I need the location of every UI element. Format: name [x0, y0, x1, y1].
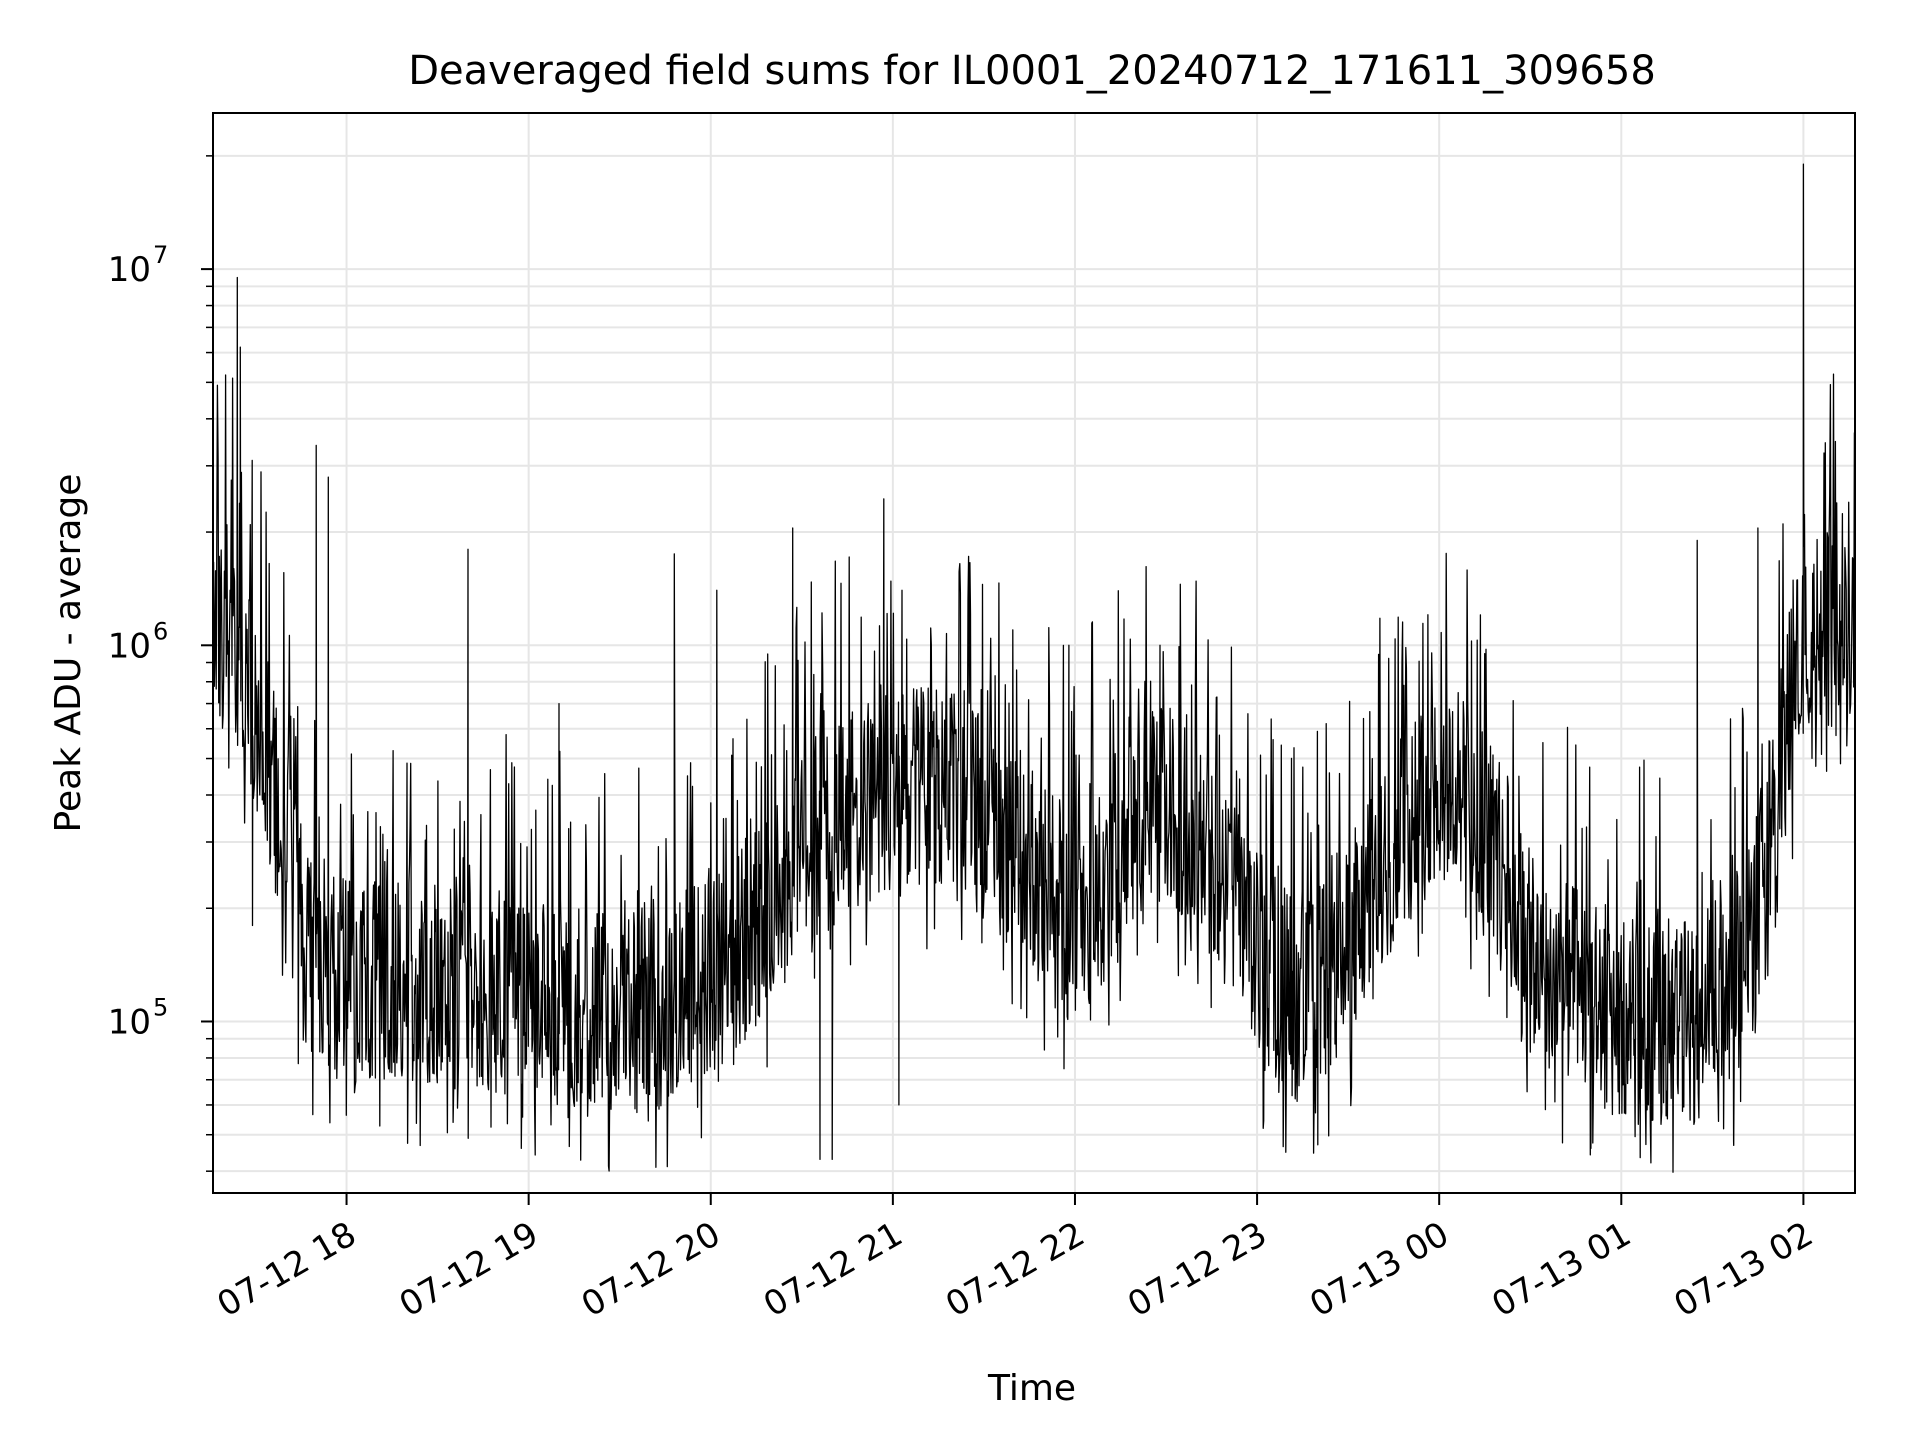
plot-area-frame [212, 112, 1856, 1194]
x-tick-label: 07-12 21 [757, 1214, 909, 1325]
x-tick-label: 07-13 01 [1485, 1214, 1637, 1325]
y-tick-label: 10 [108, 1002, 151, 1042]
y-tick-exponent: 6 [153, 617, 168, 645]
x-tick-label: 07-12 19 [393, 1214, 545, 1325]
series-line-peak-adu [212, 163, 1856, 1173]
x-tick-label: 07-12 23 [1121, 1214, 1273, 1325]
x-axis-label: Time [987, 1368, 1076, 1409]
x-tick-label: 07-13 02 [1668, 1214, 1820, 1325]
y-tick-label: 10 [108, 626, 151, 666]
x-tick-label: 07-12 18 [211, 1214, 363, 1325]
y-tick-label: 10 [108, 250, 151, 290]
x-tick-label: 07-12 22 [939, 1214, 1091, 1325]
x-tick-label: 07-13 00 [1303, 1214, 1455, 1325]
chart-title: Deaveraged field sums for IL0001_2024071… [408, 48, 1656, 94]
y-tick-exponent: 5 [153, 993, 168, 1021]
y-axis-label: Peak ADU - average [48, 474, 89, 833]
x-tick-label: 07-12 20 [575, 1214, 727, 1325]
y-tick-exponent: 7 [153, 241, 168, 269]
series-layer [212, 163, 1856, 1173]
x-axis-ticks: 07-12 18 07-12 19 07-12 20 07-12 21 07-12 22… [211, 1193, 1820, 1325]
